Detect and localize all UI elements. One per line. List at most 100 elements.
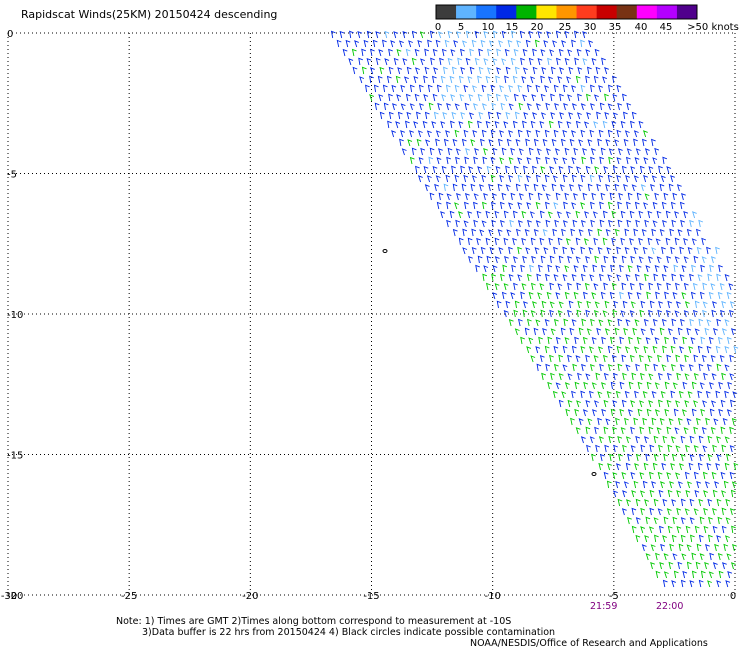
wind-barb xyxy=(561,391,567,399)
wind-barb xyxy=(430,57,435,66)
note-line-1: Note: 1) Times are GMT 2)Times along bot… xyxy=(116,616,512,627)
wind-barb xyxy=(578,139,584,147)
wind-barb xyxy=(583,121,589,129)
wind-barb xyxy=(705,543,710,552)
wind-barb xyxy=(671,499,677,507)
wind-barb xyxy=(535,319,541,327)
wind-barb xyxy=(482,201,487,210)
wind-barb xyxy=(490,157,496,165)
wind-barb xyxy=(708,291,714,300)
wind-barb xyxy=(724,462,730,471)
wind-barb xyxy=(562,274,568,282)
wind-barb xyxy=(667,444,673,453)
wind-barb xyxy=(467,237,473,246)
wind-barb xyxy=(644,148,650,156)
wind-barb xyxy=(580,345,586,354)
wind-barb xyxy=(590,156,595,165)
wind-barb xyxy=(659,327,665,336)
wind-barb xyxy=(604,111,610,120)
wind-barb xyxy=(505,111,511,120)
wind-barb xyxy=(684,471,690,480)
wind-barb xyxy=(729,508,735,516)
wind-barb xyxy=(651,138,656,147)
wind-barb xyxy=(644,535,650,543)
wind-barb xyxy=(494,120,500,129)
wind-barb xyxy=(648,426,654,435)
wind-barb xyxy=(619,408,625,417)
wind-barb xyxy=(454,174,460,183)
wind-barb xyxy=(651,417,657,426)
wind-barb xyxy=(528,30,534,39)
wind-barb xyxy=(422,120,428,129)
wind-barb xyxy=(577,372,582,381)
wind-barb xyxy=(358,57,363,66)
wind-barb xyxy=(617,318,623,327)
wind-barb xyxy=(620,237,626,246)
wind-barb xyxy=(644,273,649,282)
wind-barb xyxy=(652,318,658,327)
wind-barb xyxy=(617,201,622,210)
wind-barb xyxy=(552,175,558,183)
wind-barb xyxy=(670,436,676,444)
wind-barb xyxy=(557,76,563,84)
wind-barb xyxy=(546,291,552,300)
wind-barb xyxy=(701,426,707,435)
wind-barb xyxy=(658,165,663,174)
wind-barb xyxy=(645,337,651,345)
wind-barb xyxy=(533,327,539,336)
wind-barb xyxy=(630,400,636,408)
wind-barb xyxy=(713,418,719,426)
y-tick-label: -20 xyxy=(7,591,23,602)
wind-barb xyxy=(611,237,617,246)
wind-barb xyxy=(562,220,568,228)
wind-barb xyxy=(626,102,632,111)
wind-barb xyxy=(542,228,548,237)
wind-barb xyxy=(501,30,507,39)
wind-barb xyxy=(424,184,430,192)
wind-barb xyxy=(629,282,635,291)
wind-barb xyxy=(732,391,738,399)
wind-barb xyxy=(574,381,580,390)
wind-barb xyxy=(429,192,435,201)
wind-barb xyxy=(468,166,474,174)
wind-barb xyxy=(501,147,507,156)
wind-barb xyxy=(587,183,593,192)
wind-barb xyxy=(633,138,638,147)
wind-barb xyxy=(533,138,539,147)
wind-barb xyxy=(709,408,715,417)
wind-barb xyxy=(377,75,383,84)
wind-barb xyxy=(547,336,553,345)
wind-barb xyxy=(630,445,636,453)
wind-barb xyxy=(662,435,668,444)
wind-barb xyxy=(537,292,543,300)
wind-barb xyxy=(604,444,610,453)
wind-barb xyxy=(612,255,618,264)
wind-barb xyxy=(652,220,658,228)
wind-barb xyxy=(672,382,678,390)
wind-barb xyxy=(521,210,527,219)
wind-barb xyxy=(638,256,644,264)
wind-barb xyxy=(610,408,616,417)
wind-barb xyxy=(689,318,695,327)
wind-barb xyxy=(514,328,520,336)
wind-barb xyxy=(732,543,737,552)
wind-barb xyxy=(700,408,706,417)
wind-barb xyxy=(690,337,696,345)
wind-barb xyxy=(681,192,686,201)
legend-swatch xyxy=(576,5,597,19)
wind-barb xyxy=(532,165,537,174)
wind-barb xyxy=(590,148,596,156)
wind-barb xyxy=(704,327,710,336)
wind-barb xyxy=(656,256,662,264)
wind-barb xyxy=(668,418,674,426)
wind-barb xyxy=(684,354,689,363)
wind-barb xyxy=(510,292,516,300)
wind-barb xyxy=(550,66,556,75)
wind-barb xyxy=(593,400,599,408)
wind-barb xyxy=(699,553,705,561)
wind-barb xyxy=(670,345,676,354)
wind-barb xyxy=(459,93,465,102)
wind-barb xyxy=(693,372,699,381)
wind-barb xyxy=(440,211,445,219)
